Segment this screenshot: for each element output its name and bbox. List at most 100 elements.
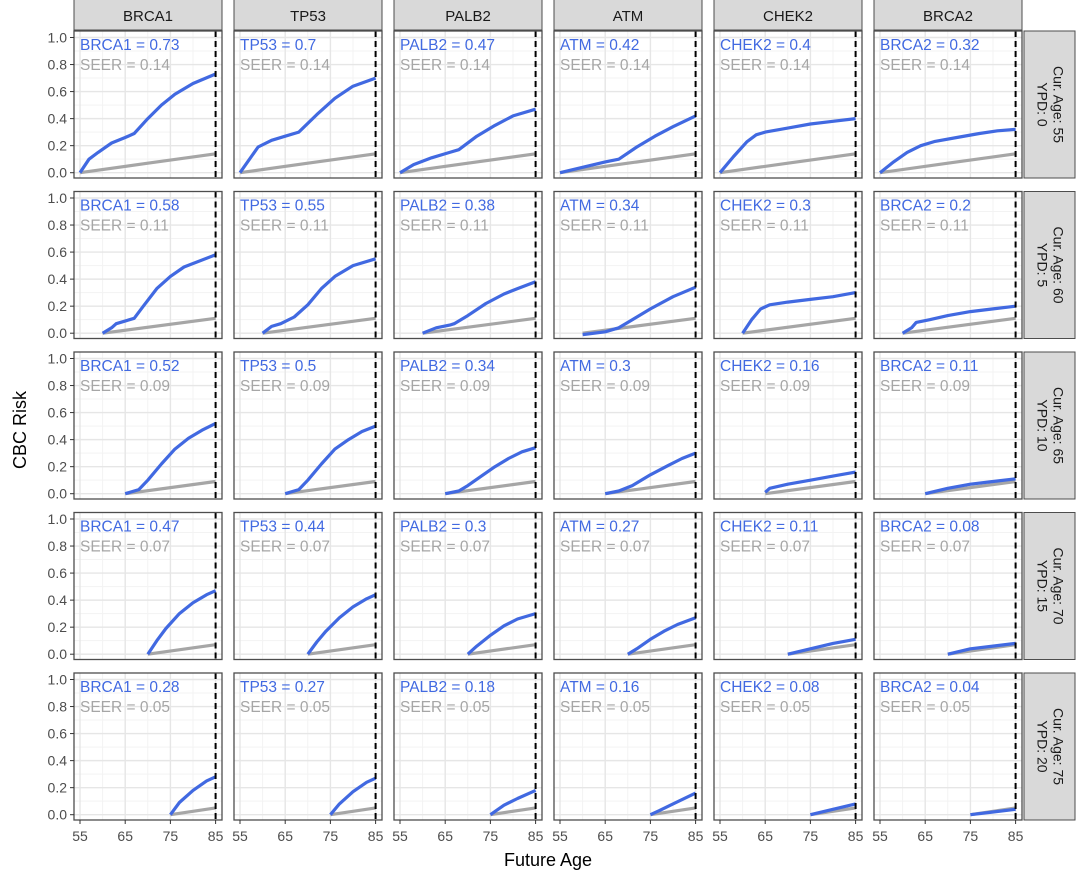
panel-border: [393, 30, 543, 179]
carrier-risk-label: BRCA2 = 0.11: [880, 358, 978, 375]
column-strip: [393, 0, 543, 31]
y-tick-label: 0.8: [48, 217, 68, 233]
carrier-line: [604, 451, 697, 496]
y-tick-label: 0.0: [48, 807, 68, 823]
x-tick-label: 55: [392, 828, 408, 844]
panel-border: [873, 672, 1023, 821]
panel: BRCA1 = 0.73 SEER = 0.14: [73, 30, 223, 179]
x-tick-label: 65: [597, 828, 613, 844]
panel-border: [553, 672, 703, 821]
seer-risk-label: SEER = 0.09: [80, 378, 170, 395]
carrier-risk-label: TP53 = 0.55: [240, 198, 325, 215]
carrier-line: [444, 446, 537, 496]
carrier-risk-label: BRCA2 = 0.08: [880, 519, 980, 536]
x-tick-label: 85: [848, 828, 864, 844]
row-strip: [1023, 191, 1076, 339]
panel: CHEK2 = 0.16 SEER = 0.09: [713, 351, 863, 500]
x-tick-label: 75: [963, 828, 979, 844]
carrier-line: [901, 304, 1016, 335]
column-strip-label: ATM: [613, 8, 644, 25]
row-strip: [1023, 512, 1076, 660]
panel: BRCA1 = 0.52 SEER = 0.09: [73, 351, 223, 500]
panel-border: [73, 351, 223, 500]
x-tick-label: 75: [323, 828, 339, 844]
seer-risk-label: SEER = 0.11: [80, 218, 169, 235]
y-tick-label: 0.2: [48, 619, 68, 635]
seer-risk-label: SEER = 0.05: [720, 699, 810, 716]
seer-risk-label: SEER = 0.07: [400, 539, 490, 556]
panel-border: [873, 511, 1023, 661]
row-strip-label: Cur. Age: 70: [1050, 547, 1066, 624]
panel-border: [873, 190, 1023, 340]
column-strip-label: PALB2: [445, 8, 491, 25]
panel-border: [713, 190, 863, 340]
panel-border: [73, 190, 223, 340]
panel: PALB2 = 0.3 SEER = 0.07: [393, 511, 543, 661]
y-tick-label: 0.2: [48, 459, 68, 475]
y-tick-label: 1.0: [48, 30, 68, 46]
carrier-line: [169, 775, 217, 816]
carrier-line: [582, 285, 697, 337]
carrier-line: [787, 637, 856, 656]
seer-risk-label: SEER = 0.05: [80, 699, 170, 716]
panel: PALB2 = 0.34 SEER = 0.09: [393, 351, 543, 500]
y-tick-label: 0.4: [48, 271, 68, 287]
carrier-risk-label: BRCA1 = 0.52: [80, 358, 180, 375]
row-strip: [1023, 351, 1076, 500]
carrier-line: [489, 788, 537, 817]
y-tick-label: 0.8: [48, 378, 68, 394]
row-strip-label: Cur. Age: 60: [1050, 226, 1066, 303]
y-tick-label: 0.6: [48, 565, 68, 581]
panel-border: [713, 351, 863, 500]
panel-border: [233, 190, 383, 340]
seer-risk-label: SEER = 0.07: [80, 539, 170, 556]
panel-border: [393, 351, 543, 500]
carrier-risk-label: BRCA2 = 0.04: [880, 679, 980, 696]
carrier-risk-label: TP53 = 0.5: [240, 358, 316, 375]
carrier-risk-label: TP53 = 0.44: [240, 519, 325, 536]
seer-risk-label: SEER = 0.14: [720, 57, 810, 74]
panel: ATM = 0.16 SEER = 0.05: [553, 672, 703, 821]
y-tick-label: 0.4: [48, 432, 68, 448]
seer-risk-label: SEER = 0.11: [240, 218, 329, 235]
panel: ATM = 0.34 SEER = 0.11: [553, 190, 703, 340]
seer-line: [170, 806, 216, 817]
row-strip-label: YPD: 0: [1034, 82, 1050, 127]
panel: CHEK2 = 0.08 SEER = 0.05: [713, 672, 863, 821]
panel: ATM = 0.3 SEER = 0.09: [553, 351, 703, 500]
seer-line: [330, 806, 376, 817]
seer-risk-label: SEER = 0.09: [720, 378, 810, 395]
seer-risk-label: SEER = 0.07: [240, 539, 330, 556]
x-tick-label: 85: [208, 828, 224, 844]
panel-border: [553, 351, 703, 500]
panel: CHEK2 = 0.3 SEER = 0.11: [713, 190, 863, 340]
y-tick-label: 0.4: [48, 753, 68, 769]
seer-risk-label: SEER = 0.05: [880, 699, 970, 716]
seer-risk-label: SEER = 0.09: [560, 378, 650, 395]
panel-border: [713, 30, 863, 179]
x-tick-label: 85: [1008, 828, 1024, 844]
column-strip-label: TP53: [290, 8, 326, 25]
column-strip: [233, 0, 383, 31]
panel: PALB2 = 0.47 SEER = 0.14: [393, 30, 543, 179]
y-tick-label: 0.4: [48, 111, 68, 127]
x-tick-label: 55: [712, 828, 728, 844]
x-tick-label: 55: [232, 828, 248, 844]
carrier-line: [399, 107, 537, 175]
carrier-line: [741, 291, 856, 335]
row-strip-label: YPD: 10: [1034, 399, 1050, 451]
x-tick-label: 75: [643, 828, 659, 844]
carrier-risk-label: ATM = 0.16: [560, 679, 639, 696]
y-tick-label: 0.8: [48, 57, 68, 73]
column-strip: [713, 0, 863, 31]
y-tick-label: 0.6: [48, 405, 68, 421]
carrier-line: [810, 802, 856, 817]
carrier-line: [284, 424, 377, 496]
carrier-line: [466, 612, 537, 656]
y-tick-label: 0.4: [48, 592, 68, 608]
seer-line: [879, 152, 1016, 175]
seer-risk-label: SEER = 0.11: [720, 218, 809, 235]
carrier-risk-label: PALB2 = 0.34: [400, 358, 495, 375]
panel-border: [233, 30, 383, 179]
